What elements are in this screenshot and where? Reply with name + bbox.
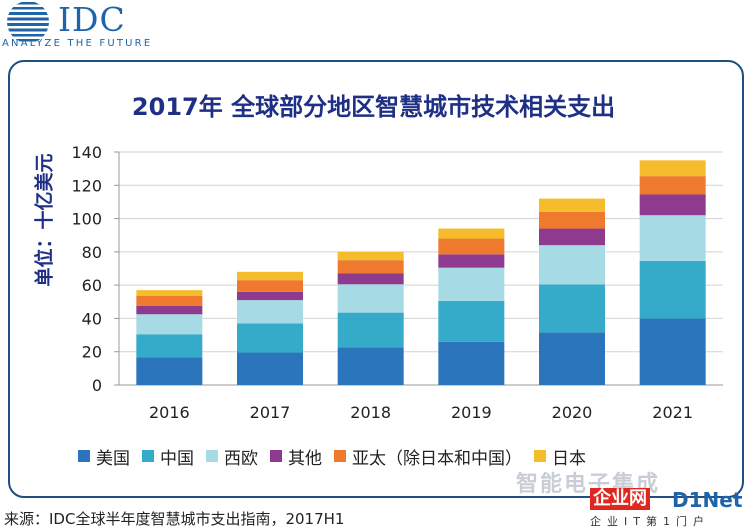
legend-label: 亚太（除日本和中国）: [352, 448, 522, 469]
watermark-brand: D1Net: [672, 488, 743, 512]
bar-segment-2021-4: [639, 176, 706, 195]
y-tick-label: 20: [82, 343, 102, 362]
y-tick-label: 80: [82, 243, 102, 262]
legend-swatch: [334, 450, 346, 462]
bar-segment-2018-3: [337, 273, 404, 285]
legend-swatch: [534, 450, 546, 462]
bar-segment-2018-1: [337, 312, 404, 348]
idc-logo: IDC ANALYZE THE FUTURE: [0, 0, 170, 52]
bar-segment-2020-1: [539, 284, 605, 333]
legend-swatch: [142, 450, 154, 462]
brand-name: IDC: [58, 0, 126, 39]
bar-segment-2017-0: [237, 352, 303, 385]
legend-swatch: [206, 450, 218, 462]
legend-swatch: [78, 450, 90, 462]
bar-segment-2016-0: [136, 357, 203, 385]
y-tick-label: 140: [71, 143, 102, 162]
bar-segment-2021-3: [639, 194, 706, 216]
bar-segment-2019-0: [438, 341, 505, 385]
bar-segment-2018-4: [337, 260, 404, 274]
y-tick-label: 100: [71, 210, 102, 229]
x-tick-label: 2017: [250, 403, 291, 422]
brand-tagline: ANALYZE THE FUTURE: [2, 38, 153, 49]
bar-segment-2016-4: [136, 295, 203, 306]
bar-segment-2017-4: [237, 280, 303, 292]
y-tick-label: 120: [71, 176, 102, 195]
x-tick-label: 2020: [552, 403, 593, 422]
legend-item: 日本: [534, 444, 586, 469]
bar-segment-2018-0: [337, 347, 404, 385]
legend-label: 其他: [288, 448, 322, 469]
legend-label: 日本: [552, 448, 586, 469]
bar-segment-2021-0: [639, 318, 706, 385]
legend-swatch: [270, 450, 282, 462]
source-note: 来源：IDC全球半年度智慧城市支出指南，2017H1: [4, 510, 345, 528]
chart-title: 2017年 全球部分地区智慧城市技术相关支出: [131, 93, 616, 121]
bar-segment-2019-2: [438, 267, 505, 301]
bar-segment-2019-5: [438, 228, 505, 239]
bar-segment-2020-2: [539, 245, 605, 285]
bar-segment-2016-3: [136, 305, 203, 315]
bar-segment-2020-5: [539, 198, 605, 212]
y-tick-label: 40: [82, 309, 102, 328]
bar-segment-2019-4: [438, 238, 505, 255]
legend-item: 中国: [142, 444, 194, 469]
y-tick-label: 0: [92, 376, 102, 395]
legend-label: 中国: [160, 448, 194, 469]
bar-segment-2016-5: [136, 290, 203, 296]
legend-item: 其他: [270, 444, 322, 469]
x-tick-label: 2016: [149, 403, 190, 422]
x-tick-label: 2021: [652, 403, 693, 422]
legend-item: 亚太（除日本和中国）: [334, 444, 522, 469]
bar-segment-2018-5: [337, 251, 404, 261]
bar-segment-2016-1: [136, 334, 203, 358]
watermark-badge: 企业网: [590, 488, 650, 510]
bar-segment-2019-3: [438, 254, 505, 268]
legend-label: 美国: [96, 448, 130, 469]
bar-segment-2020-4: [539, 211, 605, 229]
legend-item: 美国: [78, 444, 130, 469]
bar-segment-2017-5: [237, 271, 303, 281]
bar-segment-2017-3: [237, 291, 303, 301]
x-tick-label: 2018: [350, 403, 391, 422]
bar-segment-2017-1: [237, 323, 303, 353]
bar-segment-2017-2: [237, 300, 303, 324]
bar-segment-2021-2: [639, 215, 706, 262]
bar-segment-2021-5: [639, 160, 706, 177]
bar-segment-2019-1: [438, 300, 505, 342]
y-tick-label: 60: [82, 276, 102, 295]
legend: 美国 中国 西欧 其他 亚太（除日本和中国） 日本: [78, 444, 598, 469]
watermark-logo: 智能电子集成 企业网 D1Net 企业IT第1门户: [508, 466, 747, 528]
watermark-subtitle: 企业IT第1门户: [590, 515, 710, 528]
bar-segment-2018-2: [337, 284, 404, 313]
bar-segment-2021-1: [639, 261, 706, 319]
bar-segment-2020-0: [539, 332, 605, 385]
x-tick-label: 2019: [451, 403, 492, 422]
bar-segment-2016-2: [136, 314, 203, 335]
bar-segment-2020-3: [539, 228, 605, 246]
globe-icon: [7, 2, 49, 42]
legend-item: 西欧: [206, 444, 258, 469]
legend-label: 西欧: [224, 448, 258, 469]
